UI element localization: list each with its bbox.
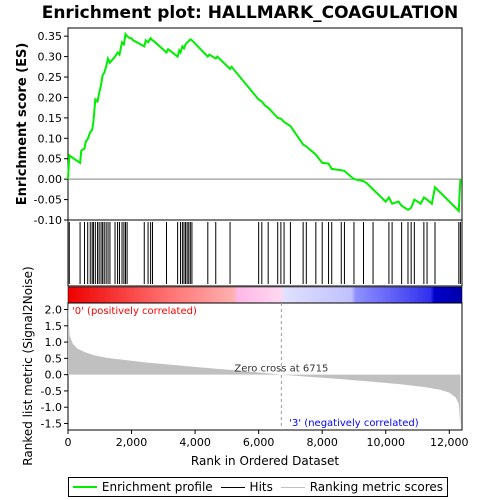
metric-tick-label: 0.0 bbox=[45, 369, 63, 382]
es-tick-label: 0.20 bbox=[38, 91, 63, 104]
x-tick-label: 8,000 bbox=[306, 436, 338, 449]
legend-item-hits: Hits bbox=[220, 480, 273, 494]
es-plot-frame bbox=[67, 27, 463, 221]
metric-tick-label: 1.5 bbox=[45, 320, 63, 333]
metric-tick-label: 1.0 bbox=[45, 336, 63, 349]
legend-swatch-enrichment bbox=[72, 486, 97, 488]
metric-panel: -1.5 -1.0 -0.5 0.0 0.5 1.0 1.5 2.0 Zero cross a… bbox=[41, 302, 463, 431]
hits-frame bbox=[67, 219, 463, 287]
metric-tick-label: -1.5 bbox=[41, 417, 62, 430]
chart-title: Enrichment plot: HALLMARK_COAGULATION bbox=[42, 3, 459, 23]
es-tick-label: 0.00 bbox=[38, 173, 63, 186]
x-tick-label: 12,000 bbox=[430, 436, 469, 449]
x-tick-label: 10,000 bbox=[366, 436, 405, 449]
es-panel: -0.10 -0.05 0.00 0.05 0.10 0.15 0.20 0.25 0.30 0.… bbox=[34, 27, 463, 227]
positive-correlation-label: '0' (positively correlated) bbox=[72, 306, 197, 317]
negative-correlation-label: '3' (negatively correlated) bbox=[289, 418, 418, 429]
zero-cross-label: Zero cross at 6715 bbox=[234, 364, 328, 375]
es-tick-label: 0.15 bbox=[38, 112, 63, 125]
legend-label-enrichment: Enrichment profile bbox=[101, 480, 213, 494]
metric-area bbox=[68, 303, 461, 427]
x-tick-label: 4,000 bbox=[179, 436, 211, 449]
legend-label-hits: Hits bbox=[249, 480, 273, 494]
legend-swatch-ranking bbox=[280, 486, 305, 488]
legend-item-enrichment-profile: Enrichment profile bbox=[72, 480, 213, 494]
es-tick-label: 0.25 bbox=[38, 71, 63, 84]
es-tick-label: 0.30 bbox=[38, 51, 63, 64]
metric-tick-label: -0.5 bbox=[41, 385, 62, 398]
es-axis-label: Enrichment score (ES) bbox=[15, 43, 30, 206]
x-tick-label: 6,000 bbox=[243, 436, 275, 449]
legend-swatch-hits bbox=[220, 486, 245, 488]
metric-tick-label: 2.0 bbox=[45, 304, 63, 317]
metric-tick-label: 0.5 bbox=[45, 352, 63, 365]
es-tick-label: 0.05 bbox=[38, 153, 63, 166]
es-tick-label: 0.35 bbox=[38, 30, 63, 43]
hits-panel bbox=[67, 219, 463, 287]
es-tick-label: 0.10 bbox=[38, 132, 63, 145]
rank-color-bar bbox=[67, 286, 463, 304]
x-tick-label: 0 bbox=[65, 436, 72, 449]
legend-label-ranking: Ranking metric scores bbox=[309, 480, 444, 494]
es-tick-label: -0.05 bbox=[34, 194, 62, 207]
legend: Enrichment profile Hits Ranking metric s… bbox=[68, 477, 448, 497]
metric-axis-label: Ranked list metric (Signal2Noise) bbox=[21, 266, 35, 465]
x-axis-label: Rank in Ordered Dataset bbox=[191, 454, 339, 468]
x-tick-label: 2,000 bbox=[116, 436, 148, 449]
es-profile-line bbox=[67, 31, 462, 214]
legend-item-ranking-metric: Ranking metric scores bbox=[280, 480, 444, 494]
metric-tick-label: -1.0 bbox=[41, 401, 62, 414]
es-tick-label: -0.10 bbox=[34, 214, 62, 227]
